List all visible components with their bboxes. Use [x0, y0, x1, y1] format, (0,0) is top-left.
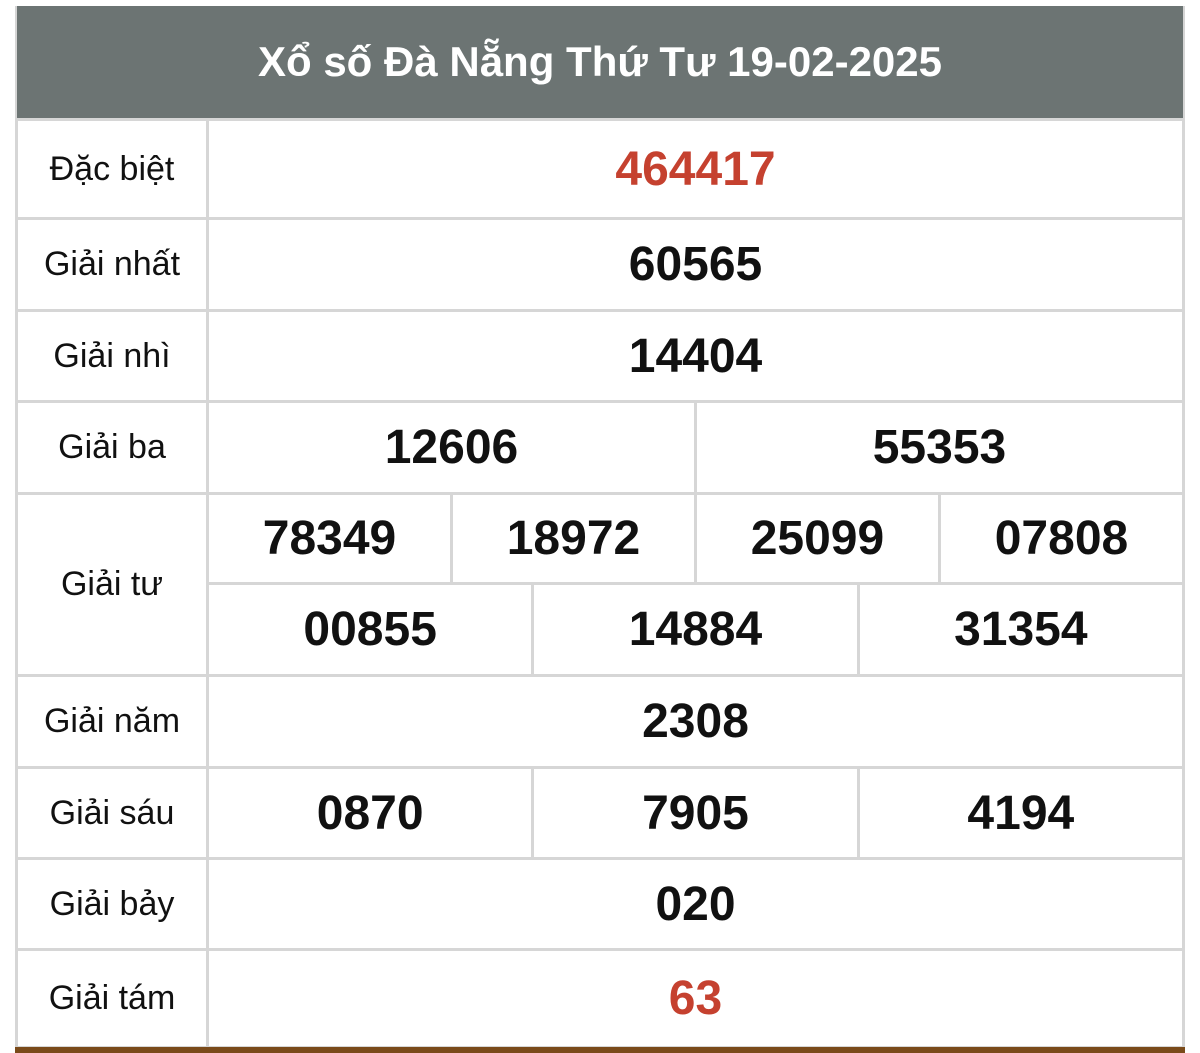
row-sixth: Giải sáu 0870 7905 4194: [15, 766, 1186, 860]
prize-number: 25099: [693, 492, 941, 585]
prize-label: Giải nhì: [15, 309, 209, 403]
row-fourth-b: 00855 14884 31354: [17, 582, 1186, 677]
prize-label: Giải tư: [15, 492, 209, 677]
prize-number: 020: [206, 857, 1185, 951]
row-third: Giải ba 12606 55353: [15, 400, 1186, 495]
prize-number: 18972: [449, 492, 697, 585]
prize-number: 60565: [206, 217, 1185, 312]
prize-number: 00855: [205, 582, 535, 677]
row-seventh: Giải bảy 020: [15, 857, 1185, 951]
prize-label: Giải ba: [15, 400, 209, 495]
prize-label: Giải bảy: [15, 857, 209, 951]
prize-number: 0870: [205, 766, 535, 860]
prize-number: 12606: [206, 400, 697, 495]
prize-number: 14404: [206, 309, 1185, 403]
row-first: Giải nhất 60565: [15, 217, 1185, 312]
prize-number: 464417: [206, 118, 1185, 220]
row-fifth: Giải năm 2308: [15, 674, 1185, 769]
prize-number: 63: [206, 948, 1185, 1049]
prize-number: 78349: [206, 492, 453, 585]
prize-number: 31354: [856, 582, 1186, 677]
prize-number: 14884: [531, 582, 860, 677]
row-eighth: Giải tám 63: [15, 948, 1185, 1049]
results-table: Đặc biệt 464417 Giải nhất 60565 Giải nhì…: [15, 118, 1186, 1049]
prize-number: 4194: [856, 766, 1186, 860]
row-second: Giải nhì 14404: [15, 309, 1185, 403]
prize-label: Đặc biệt: [15, 118, 209, 220]
bottom-bar: [15, 1047, 1185, 1053]
row-fourth-a: Giải tư 78349 18972 25099 07808: [15, 492, 1186, 677]
lottery-results: Xổ số Đà Nẵng Thứ Tư 19-02-2025 Đặc biệt…: [15, 6, 1186, 1049]
prize-label: Giải tám: [15, 948, 209, 1049]
row-special: Đặc biệt 464417: [15, 118, 1185, 220]
prize-label: Giải nhất: [15, 217, 209, 312]
prize-label: Giải năm: [15, 674, 209, 769]
prize-label: Giải sáu: [15, 766, 209, 860]
prize-number: 2308: [206, 674, 1185, 769]
prize-number: 7905: [531, 766, 860, 860]
results-title: Xổ số Đà Nẵng Thứ Tư 19-02-2025: [15, 6, 1185, 118]
prize-number: 07808: [937, 492, 1186, 585]
prize-number: 55353: [693, 400, 1186, 495]
